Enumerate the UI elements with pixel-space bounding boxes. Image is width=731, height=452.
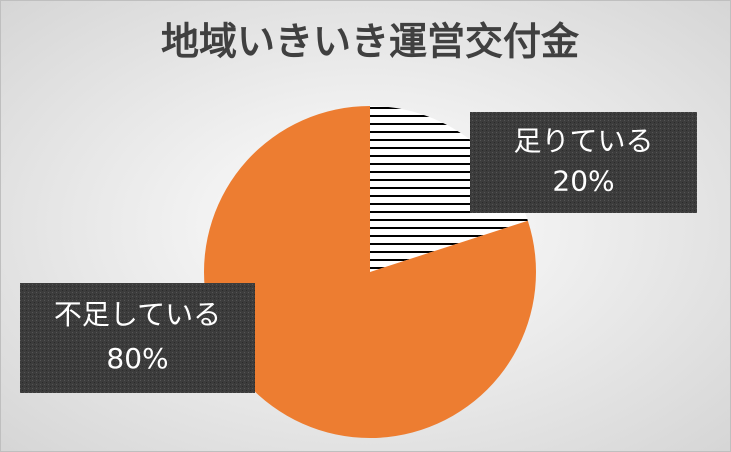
data-label: 20% <box>552 165 614 198</box>
pie-slice <box>370 106 528 272</box>
category-label: 足りている <box>513 124 653 157</box>
label-box <box>20 283 255 393</box>
pie-slice <box>203 106 536 438</box>
data-label: 80% <box>106 342 168 375</box>
category-label: 不足している <box>54 298 221 331</box>
label-box <box>470 112 697 213</box>
chart-title: 地域いきいき運営交付金 <box>161 20 580 64</box>
